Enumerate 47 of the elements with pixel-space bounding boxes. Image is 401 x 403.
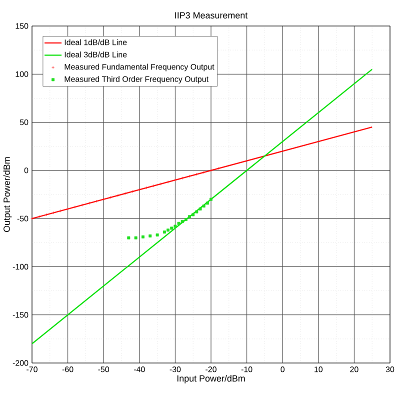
- point: [195, 172, 198, 176]
- point: [198, 207, 202, 210]
- point: [184, 218, 188, 222]
- point: [109, 196, 112, 199]
- point: [188, 174, 192, 178]
- point: [124, 192, 127, 196]
- point: [210, 198, 213, 201]
- point: [130, 190, 134, 194]
- point: [174, 224, 177, 228]
- point: [216, 167, 220, 170]
- point: [192, 213, 195, 216]
- point: [159, 182, 162, 186]
- point: [88, 202, 91, 205]
- y-axis-title: Output Power/dBm: [3, 157, 12, 232]
- chart-title: IIP3 Measurement: [175, 12, 248, 19]
- point: [162, 230, 166, 234]
- point: [202, 204, 206, 208]
- point: [202, 170, 206, 174]
- point: [177, 222, 180, 225]
- point: [180, 220, 184, 223]
- point: [66, 207, 70, 210]
- point: [166, 228, 170, 232]
- point: [152, 184, 156, 188]
- point: [174, 178, 177, 182]
- point: [141, 235, 144, 238]
- point: [59, 209, 62, 212]
- point: [180, 176, 184, 180]
- point: [127, 236, 130, 240]
- point: [138, 188, 141, 192]
- x-axis-title: Input Power/dBm: [177, 375, 245, 384]
- point: [73, 206, 76, 209]
- point: [195, 210, 198, 214]
- point: [148, 234, 152, 238]
- point: [116, 194, 120, 197]
- point: [156, 233, 159, 236]
- point: [206, 202, 209, 205]
- point: [145, 186, 148, 190]
- point: [102, 198, 106, 201]
- point: [30, 217, 34, 220]
- point: [44, 213, 48, 216]
- point: [166, 180, 170, 184]
- point: [94, 200, 98, 203]
- point: [134, 236, 138, 240]
- point: [210, 168, 213, 172]
- point: [170, 226, 174, 230]
- point: [80, 204, 84, 207]
- point: [188, 215, 192, 218]
